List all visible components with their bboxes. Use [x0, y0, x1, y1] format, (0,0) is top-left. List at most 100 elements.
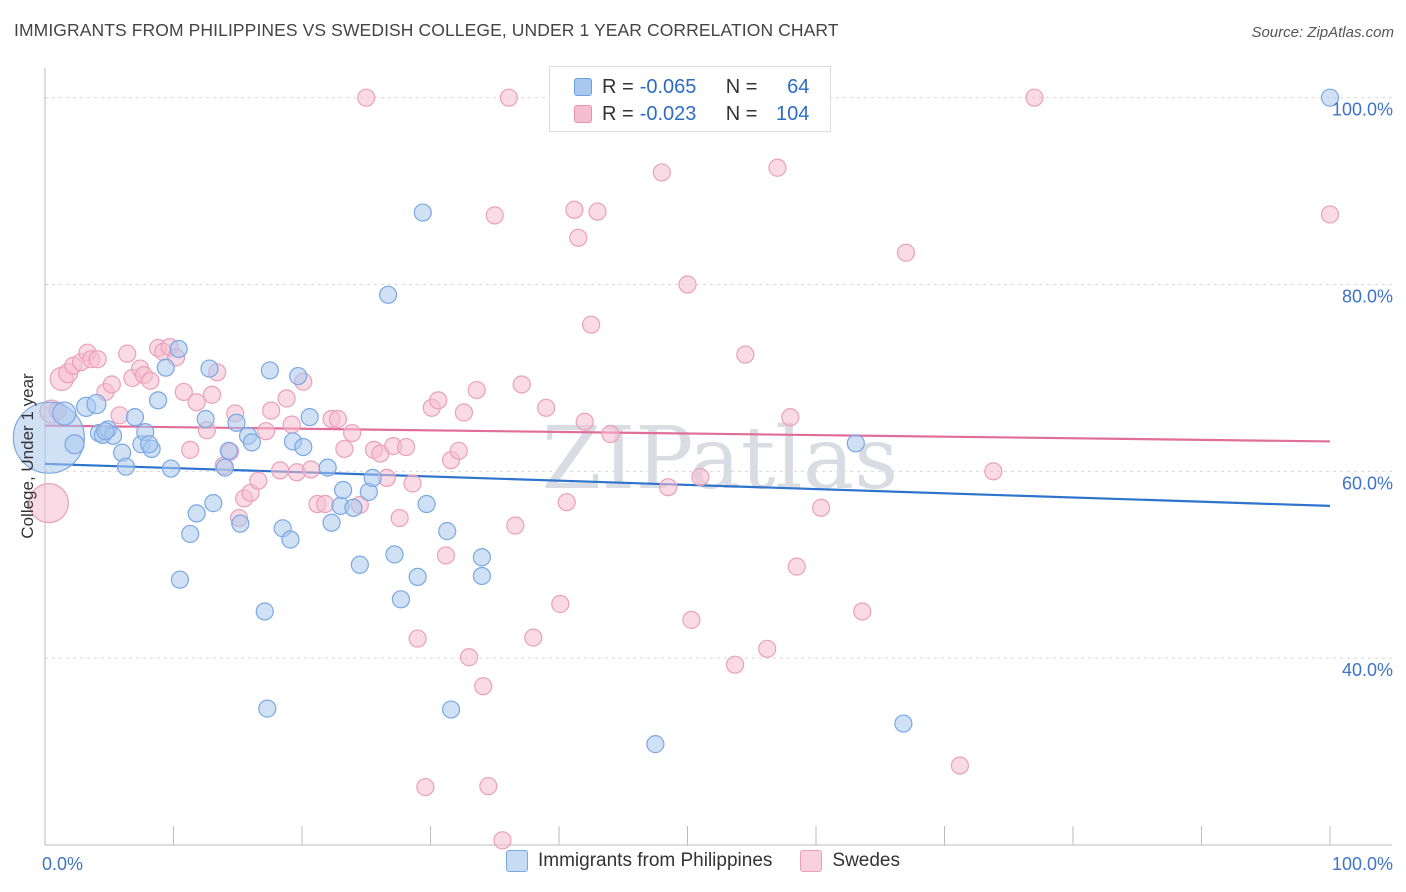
point-swedes	[316, 494, 335, 514]
point-swedes	[202, 385, 222, 404]
point-swedes	[768, 158, 787, 177]
x-tick-label: 0.0%	[42, 854, 83, 874]
point-swedes	[357, 88, 376, 107]
legend-row-philippines: R = -0.065 N = 64	[574, 74, 809, 100]
point-swedes	[396, 437, 416, 457]
point-philippines	[170, 570, 190, 589]
x-tick-label: 100.0%	[1332, 854, 1393, 874]
legend-swatch-swedes	[574, 105, 592, 123]
point-swedes	[262, 401, 281, 420]
y-tick-label: 100.0%	[1332, 100, 1393, 120]
point-swedes	[682, 610, 701, 629]
point-philippines	[156, 358, 175, 377]
point-swedes	[575, 412, 594, 431]
point-swedes	[950, 756, 970, 775]
point-philippines	[215, 458, 234, 477]
point-philippines	[96, 422, 115, 441]
point-swedes	[328, 409, 348, 429]
point-swedes	[725, 655, 745, 674]
y-tick-label: 40.0%	[1342, 660, 1393, 680]
point-swedes	[141, 371, 160, 390]
legend-n-label: N =	[725, 102, 758, 125]
point-philippines	[363, 468, 382, 487]
point-philippines	[378, 285, 398, 304]
point-swedes	[277, 389, 296, 408]
point-swedes	[678, 275, 697, 294]
point-philippines	[441, 700, 461, 719]
point-philippines	[187, 504, 206, 523]
point-swedes	[343, 423, 362, 443]
point-swedes	[691, 467, 710, 487]
point-philippines	[300, 408, 319, 427]
point-swedes	[88, 350, 107, 369]
point-swedes	[249, 471, 268, 490]
point-swedes	[984, 462, 1003, 481]
point-swedes	[588, 202, 607, 221]
point-philippines	[846, 434, 865, 453]
point-philippines	[472, 566, 491, 586]
point-swedes	[416, 777, 435, 797]
point-swedes	[118, 344, 137, 363]
point-philippines	[231, 514, 250, 533]
point-philippines	[258, 699, 277, 718]
point-philippines	[318, 458, 337, 477]
data-points	[12, 88, 1340, 850]
legend-r-label: R =	[602, 102, 634, 125]
grid-lines	[45, 97, 1392, 659]
point-philippines	[894, 714, 913, 733]
point-philippines	[385, 545, 404, 564]
point-swedes	[449, 441, 468, 460]
point-philippines	[413, 203, 432, 222]
point-philippines	[227, 413, 246, 432]
point-philippines	[86, 393, 107, 415]
point-swedes	[256, 422, 276, 441]
legend-r-label: R =	[602, 75, 634, 98]
point-philippines	[196, 409, 215, 429]
point-philippines	[334, 480, 353, 500]
point-swedes	[499, 88, 518, 107]
point-swedes	[601, 424, 620, 444]
point-swedes	[110, 406, 129, 425]
y-axis-label: College, Under 1 year	[18, 373, 37, 539]
point-philippines	[125, 408, 145, 427]
point-swedes	[1025, 88, 1044, 107]
point-swedes	[758, 639, 777, 658]
point-swedes	[853, 602, 872, 621]
point-swedes	[812, 498, 831, 517]
point-philippines	[148, 391, 168, 410]
watermark: ZIPatlas	[542, 409, 898, 509]
point-swedes	[429, 391, 448, 410]
legend-swatch-philippines	[505, 850, 528, 872]
point-philippines	[350, 555, 369, 574]
point-swedes	[524, 628, 543, 647]
legend-swatch-swedes	[800, 850, 823, 872]
point-swedes	[28, 483, 69, 524]
point-philippines	[64, 434, 85, 455]
point-swedes	[467, 380, 486, 400]
point-swedes	[479, 777, 498, 796]
point-swedes	[403, 474, 422, 493]
point-swedes	[787, 557, 806, 576]
point-philippines	[344, 498, 363, 517]
point-swedes	[506, 516, 525, 535]
point-swedes	[565, 200, 584, 219]
point-philippines	[646, 735, 665, 754]
legend-r-value: -0.023	[639, 102, 697, 125]
legend-n-value: 104	[776, 102, 810, 125]
legend-item-swedes[interactable]: Swedes	[800, 850, 900, 872]
y-tick-label: 80.0%	[1342, 287, 1393, 307]
point-swedes	[557, 493, 576, 512]
legend-item-philippines[interactable]: Immigrants from Philippines	[505, 850, 772, 872]
point-philippines	[204, 494, 223, 513]
point-swedes	[582, 315, 601, 334]
legend-label-swedes: Swedes	[832, 850, 901, 871]
point-philippines	[219, 441, 238, 460]
point-swedes	[493, 831, 512, 850]
point-swedes	[436, 546, 456, 565]
point-swedes	[390, 508, 409, 528]
point-philippines	[322, 513, 341, 532]
source-label: Source: ZipAtlas.com	[1251, 24, 1394, 41]
point-philippines	[281, 530, 300, 549]
legend-row-swedes: R = -0.023 N = 104	[574, 101, 809, 127]
point-philippines	[181, 524, 200, 544]
